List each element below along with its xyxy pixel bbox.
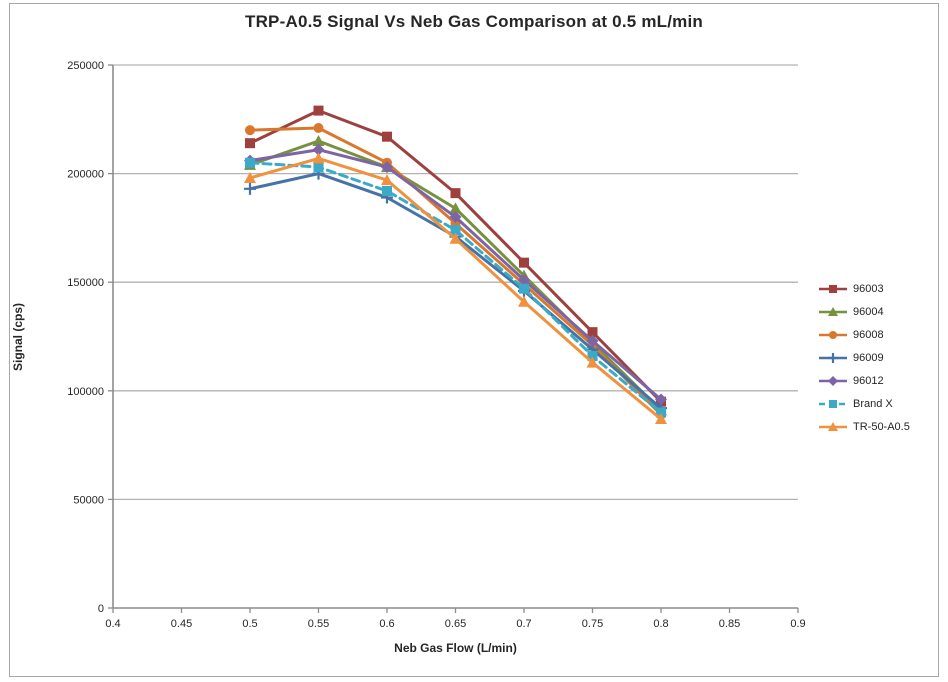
data-point-marker — [245, 138, 255, 149]
series-line-96008 — [248, 126, 663, 417]
chart-title: TRP-A0.5 Signal Vs Neb Gas Comparison at… — [245, 12, 703, 31]
x-axis-title: Neb Gas Flow (L/min) — [394, 641, 517, 655]
y-tick-label: 250000 — [67, 60, 104, 72]
legend-item-96004: 96004 — [818, 300, 910, 323]
data-point-marker — [519, 283, 529, 294]
legend-item-96009: 96009 — [818, 346, 910, 369]
data-point-marker — [518, 295, 530, 307]
data-point-marker — [313, 105, 324, 116]
data-point-marker — [518, 274, 530, 287]
data-point-marker — [312, 135, 325, 147]
legend-marker-icon — [819, 375, 847, 386]
x-tick-label: 0.65 — [445, 618, 466, 630]
y-axis-title: Signal (cps) — [11, 303, 25, 372]
legend-label: TR-50-A0.5 — [853, 420, 910, 433]
x-tick-label: 0.6 — [379, 618, 394, 630]
x-tick-label: 0.9 — [790, 618, 805, 630]
legend-label: 96012 — [853, 374, 884, 387]
legend-marker-icon — [819, 306, 847, 316]
legend-marker-icon — [819, 330, 847, 339]
data-point-marker — [828, 375, 838, 386]
legend-item-96008: 96008 — [818, 323, 910, 346]
data-point-marker — [828, 421, 838, 431]
legend-item-brand-x: Brand X — [818, 392, 910, 415]
chart-legend: 96003 96004 96008 96009 96012 Brand X TR-50-A0… — [818, 277, 910, 438]
legend-label: 96003 — [853, 282, 884, 295]
data-point-marker — [450, 188, 461, 199]
data-point-marker — [245, 157, 255, 168]
data-point-marker — [655, 413, 667, 425]
x-tick-label: 0.4 — [105, 618, 120, 630]
data-point-marker — [450, 225, 461, 236]
data-point-marker — [449, 202, 462, 214]
legend-label: 96004 — [853, 305, 884, 318]
x-tick-label: 0.8 — [653, 618, 668, 630]
data-point-marker — [245, 125, 255, 136]
data-point-marker — [829, 284, 837, 293]
data-point-marker — [381, 161, 393, 174]
legend-item-tr-50-a0.5: TR-50-A0.5 — [818, 415, 910, 438]
data-point-marker — [312, 152, 325, 164]
y-tick-label: 100000 — [67, 386, 104, 398]
legend-label: 96008 — [853, 328, 884, 341]
legend-label: 96009 — [853, 351, 884, 364]
x-tick-label: 0.7 — [516, 618, 531, 630]
data-point-marker — [656, 407, 666, 418]
data-point-marker — [313, 122, 324, 133]
data-point-marker — [587, 327, 598, 338]
data-point-marker — [519, 257, 529, 268]
x-tick-label: 0.75 — [582, 618, 603, 630]
data-point-marker — [313, 162, 324, 173]
data-point-marker — [587, 351, 598, 362]
data-point-marker — [381, 174, 393, 186]
legend-item-96012: 96012 — [818, 369, 910, 392]
y-tick-label: 0 — [98, 603, 104, 615]
y-tick-label: 200000 — [67, 169, 104, 181]
data-point-marker — [655, 393, 667, 406]
x-tick-label: 0.55 — [308, 618, 329, 630]
data-point-marker — [382, 131, 392, 142]
legend-label: Brand X — [853, 397, 893, 410]
x-tick-label: 0.45 — [171, 618, 192, 630]
y-tick-label: 150000 — [67, 277, 104, 289]
data-point-marker — [829, 399, 837, 408]
data-point-marker — [586, 334, 599, 347]
legend-marker-icon — [819, 352, 847, 363]
legend-item-96003: 96003 — [818, 277, 910, 300]
data-point-marker — [449, 232, 462, 244]
legend-marker-icon — [819, 399, 847, 408]
series-line-96003 — [248, 109, 663, 404]
legend-marker-icon — [819, 284, 847, 293]
data-point-marker — [829, 330, 837, 339]
y-tick-label: 50000 — [73, 494, 104, 506]
data-point-marker — [312, 143, 325, 156]
chart-border-frame — [9, 3, 939, 677]
x-tick-label: 0.5 — [242, 618, 257, 630]
data-point-marker — [586, 356, 599, 368]
data-point-marker — [382, 185, 392, 196]
series-line-brand-x — [248, 161, 663, 415]
legend-marker-icon — [819, 421, 847, 431]
data-point-marker — [828, 306, 838, 316]
x-tick-label: 0.85 — [719, 618, 740, 630]
data-point-marker — [244, 171, 256, 183]
data-point-marker — [449, 211, 462, 224]
